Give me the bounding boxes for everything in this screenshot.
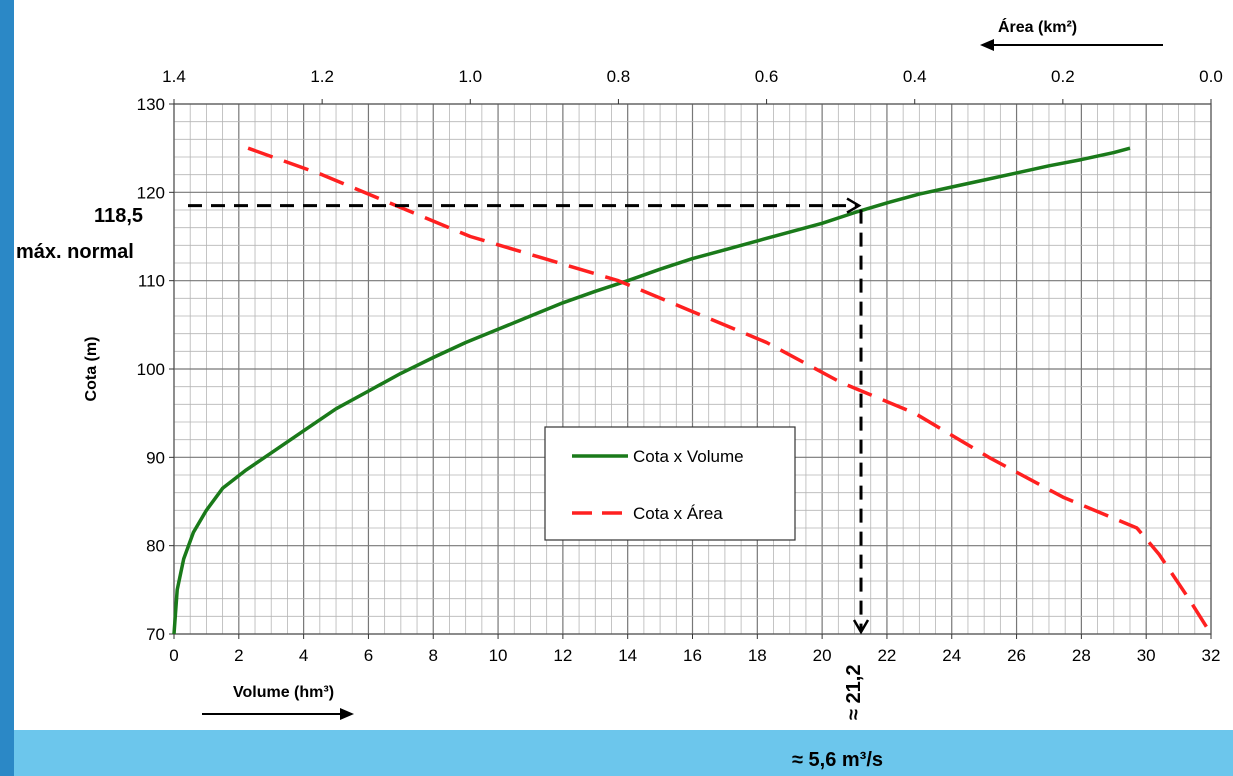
x-tick-label: 6	[364, 646, 373, 665]
x-tick-label: 14	[618, 646, 637, 665]
x2-tick-label: 0.8	[607, 67, 631, 86]
x2-tick-label: 1.4	[162, 67, 186, 86]
y-tick-label: 120	[137, 183, 165, 202]
x2-axis-title: Área (km²)	[998, 17, 1077, 36]
guide-lines	[188, 197, 870, 635]
legend-box	[544, 426, 796, 541]
x-tick-label: 26	[1007, 646, 1026, 665]
legend: Cota x Volume Cota x Área	[544, 426, 796, 541]
legend-label-area: Cota x Área	[633, 504, 723, 523]
legend-label-volume: Cota x Volume	[633, 447, 744, 466]
annotation-volume-value: ≈ 21,2	[843, 665, 865, 720]
x-tick-label: 10	[489, 646, 508, 665]
x-tick-label: 24	[942, 646, 961, 665]
x-tick-label: 12	[553, 646, 572, 665]
gridlines	[173, 103, 1212, 635]
x-tick-label: 16	[683, 646, 702, 665]
arrow-head-right	[340, 708, 354, 720]
y-tick-label: 80	[146, 537, 165, 556]
annotation-level-label: máx. normal	[16, 241, 134, 263]
y-tick-label: 90	[146, 448, 165, 467]
x-tick-label: 8	[429, 646, 438, 665]
x-tick-label: 0	[169, 646, 178, 665]
series-line-cota-area	[247, 146, 1213, 635]
guide-arrow-down	[852, 619, 870, 635]
annotation-level-value: 118,5	[94, 205, 143, 227]
y-tick-label: 130	[137, 95, 165, 114]
x-tick-label: 20	[813, 646, 832, 665]
axis-ticks: 0 2 4 6 8 10 12 14 16 18 20 22 24 26 28 30 321.4 1.2 1.0 0.…	[137, 67, 1223, 665]
y-axis-title: Cota (m)	[83, 337, 100, 402]
x-tick-label: 18	[748, 646, 767, 665]
x2-tick-label: 0.6	[755, 67, 779, 86]
guide-arrow-right	[846, 197, 862, 214]
series	[172, 146, 1213, 635]
x-tick-label: 22	[877, 646, 896, 665]
y-tick-label: 110	[138, 272, 165, 291]
x-tick-label: 32	[1202, 646, 1221, 665]
x2-tick-label: 0.4	[903, 67, 927, 86]
x2-tick-label: 1.2	[310, 67, 334, 86]
arrow-head-left	[980, 39, 994, 51]
annotation-flow-value: ≈ 5,6 m³/s	[792, 749, 883, 771]
series-line-cota-volume	[172, 146, 1131, 635]
y-tick-label: 70	[146, 625, 165, 644]
x-tick-label: 28	[1072, 646, 1091, 665]
y-tick-label: 100	[137, 360, 165, 379]
x2-tick-label: 0.0	[1199, 67, 1223, 86]
x-tick-label: 30	[1137, 646, 1156, 665]
x2-tick-label: 1.0	[458, 67, 482, 86]
x-tick-label: 2	[234, 646, 243, 665]
x-tick-label: 4	[299, 646, 308, 665]
x-axis-title: Volume (hm³)	[233, 684, 334, 701]
x2-tick-label: 0.2	[1051, 67, 1075, 86]
